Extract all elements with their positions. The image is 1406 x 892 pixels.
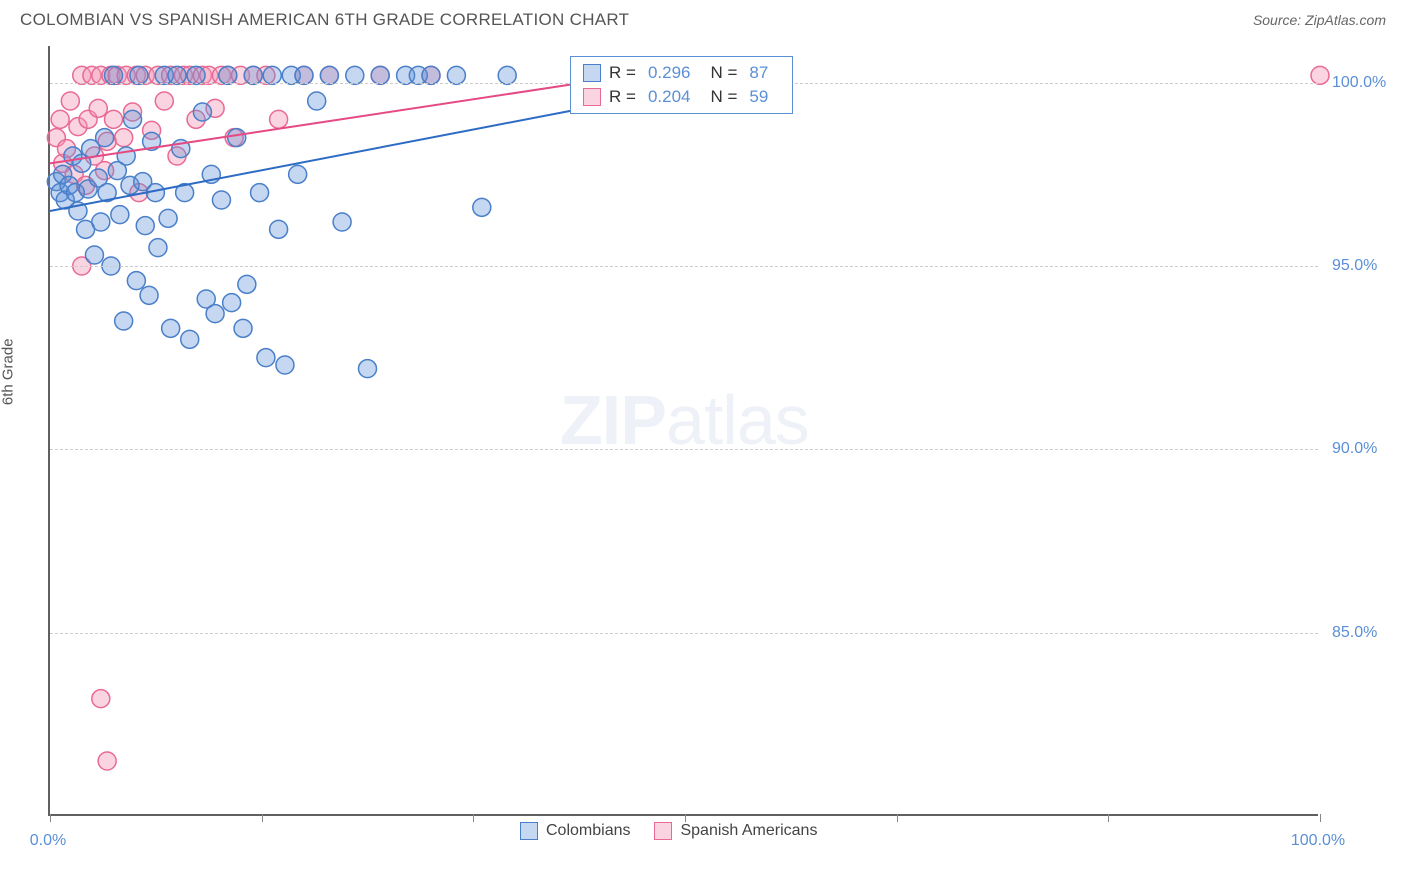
y-tick-label: 95.0% bbox=[1332, 257, 1377, 275]
y-tick-label: 90.0% bbox=[1332, 440, 1377, 458]
correlation-stats-box: R = 0.296 N = 87 R = 0.204 N = 59 bbox=[570, 56, 793, 114]
data-point bbox=[193, 103, 211, 121]
data-point bbox=[98, 752, 116, 770]
legend-item-colombians: Colombians bbox=[520, 822, 630, 840]
data-point bbox=[263, 66, 281, 84]
data-point bbox=[346, 66, 364, 84]
data-point bbox=[276, 356, 294, 374]
gridline bbox=[50, 266, 1318, 267]
legend-swatch-spanish bbox=[654, 822, 672, 840]
x-tick bbox=[262, 814, 263, 822]
chart-area: 85.0%90.0%95.0%100.0% R = 0.296 N = 87 R… bbox=[48, 46, 1318, 816]
stats-row-colombians: R = 0.296 N = 87 bbox=[583, 63, 780, 83]
x-tick bbox=[897, 814, 898, 822]
data-point bbox=[333, 213, 351, 231]
legend-label-colombians: Colombians bbox=[546, 822, 630, 840]
legend-label-spanish: Spanish Americans bbox=[680, 822, 817, 840]
data-point bbox=[181, 330, 199, 348]
stats-r-label: R = bbox=[609, 87, 636, 107]
data-point bbox=[206, 305, 224, 323]
data-point bbox=[115, 129, 133, 147]
x-tick-label: 100.0% bbox=[1291, 832, 1345, 850]
data-point bbox=[61, 92, 79, 110]
data-point bbox=[127, 272, 145, 290]
data-point bbox=[89, 99, 107, 117]
data-point bbox=[251, 184, 269, 202]
data-point bbox=[219, 66, 237, 84]
data-point bbox=[140, 286, 158, 304]
data-point bbox=[92, 213, 110, 231]
data-point bbox=[257, 349, 275, 367]
data-point bbox=[228, 129, 246, 147]
data-point bbox=[162, 319, 180, 337]
data-point bbox=[359, 360, 377, 378]
data-point bbox=[223, 294, 241, 312]
y-axis-label: 6th Grade bbox=[0, 338, 17, 405]
stats-n-label: N = bbox=[710, 87, 737, 107]
scatter-plot-svg bbox=[50, 46, 1320, 816]
x-tick bbox=[685, 814, 686, 822]
data-point bbox=[187, 66, 205, 84]
stats-n-spanish: 59 bbox=[749, 87, 768, 107]
stats-n-label: N = bbox=[710, 63, 737, 83]
stats-row-spanish: R = 0.204 N = 59 bbox=[583, 87, 780, 107]
y-tick-label: 100.0% bbox=[1332, 74, 1386, 92]
data-point bbox=[85, 246, 103, 264]
x-tick bbox=[1320, 814, 1321, 822]
data-point bbox=[155, 92, 173, 110]
data-point bbox=[130, 66, 148, 84]
data-point bbox=[295, 66, 313, 84]
data-point bbox=[111, 206, 129, 224]
stats-r-colombians: 0.296 bbox=[648, 63, 691, 83]
legend: Colombians Spanish Americans bbox=[520, 822, 817, 840]
data-point bbox=[92, 690, 110, 708]
data-point bbox=[289, 165, 307, 183]
y-tick-label: 85.0% bbox=[1332, 624, 1377, 642]
gridline bbox=[50, 633, 1318, 634]
data-point bbox=[105, 66, 123, 84]
data-point bbox=[212, 191, 230, 209]
x-tick bbox=[1108, 814, 1109, 822]
data-point bbox=[96, 129, 114, 147]
data-point bbox=[447, 66, 465, 84]
legend-item-spanish: Spanish Americans bbox=[654, 822, 817, 840]
gridline bbox=[50, 449, 1318, 450]
plot-area: 85.0%90.0%95.0%100.0% bbox=[48, 46, 1318, 816]
data-point bbox=[270, 220, 288, 238]
stats-r-label: R = bbox=[609, 63, 636, 83]
data-point bbox=[117, 147, 135, 165]
data-point bbox=[149, 239, 167, 257]
data-point bbox=[371, 66, 389, 84]
source-attribution: Source: ZipAtlas.com bbox=[1253, 12, 1386, 28]
swatch-colombians bbox=[583, 64, 601, 82]
data-point bbox=[244, 66, 262, 84]
data-point bbox=[320, 66, 338, 84]
stats-r-spanish: 0.204 bbox=[648, 87, 691, 107]
x-tick-label: 0.0% bbox=[30, 832, 66, 850]
data-point bbox=[115, 312, 133, 330]
data-point bbox=[473, 198, 491, 216]
stats-n-colombians: 87 bbox=[749, 63, 768, 83]
swatch-spanish bbox=[583, 88, 601, 106]
data-point bbox=[159, 209, 177, 227]
data-point bbox=[422, 66, 440, 84]
data-point bbox=[124, 110, 142, 128]
data-point bbox=[136, 217, 154, 235]
data-point bbox=[1311, 66, 1329, 84]
legend-swatch-colombians bbox=[520, 822, 538, 840]
chart-title: COLOMBIAN VS SPANISH AMERICAN 6TH GRADE … bbox=[20, 10, 629, 30]
data-point bbox=[168, 66, 186, 84]
data-point bbox=[105, 110, 123, 128]
data-point bbox=[51, 110, 69, 128]
x-tick bbox=[50, 814, 51, 822]
data-point bbox=[308, 92, 326, 110]
data-point bbox=[234, 319, 252, 337]
x-tick bbox=[473, 814, 474, 822]
data-point bbox=[498, 66, 516, 84]
data-point bbox=[238, 275, 256, 293]
data-point bbox=[270, 110, 288, 128]
